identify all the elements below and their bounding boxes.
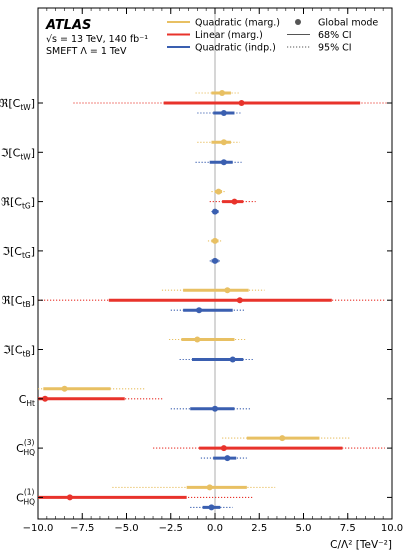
y-tick-label: CHt xyxy=(19,393,35,408)
mode-point xyxy=(212,208,218,215)
legend-label: 68% CI xyxy=(318,30,352,41)
y-tick-label: C(3) HQ xyxy=(16,438,35,457)
x-tick-label: −2.5 xyxy=(159,523,183,534)
y-tick-label: ℑ[CtB] xyxy=(3,344,35,359)
mode-point xyxy=(206,484,213,491)
mode-point xyxy=(229,356,236,363)
legend-label: 95% CI xyxy=(318,43,352,54)
legend-label: Global mode xyxy=(318,18,378,29)
x-tick-label: −7.5 xyxy=(70,523,94,534)
mode-point xyxy=(212,257,218,264)
y-tick-label: ℜ[CtW] xyxy=(0,97,35,112)
legend-swatch xyxy=(295,19,301,25)
legend-label: Quadratic (marg.) xyxy=(195,18,280,29)
mode-point xyxy=(224,287,231,294)
x-tick-label: 7.5 xyxy=(340,523,356,534)
mode-point xyxy=(220,139,227,146)
mode-point xyxy=(231,198,238,205)
x-tick-label: 2.5 xyxy=(251,523,267,534)
chart-marks xyxy=(38,90,387,511)
legend: Quadratic (marg.)Linear (marg.) Quadratic… xyxy=(167,18,378,54)
mode-point xyxy=(215,188,222,195)
y-tick-label: C(1) HQ xyxy=(16,487,35,506)
info-line-energy: √s = 13 TeV, 140 fb⁻¹ xyxy=(46,34,148,45)
y-tick-label: ℑ[CtW] xyxy=(1,146,35,161)
y-tick-label: ℑ[CtG] xyxy=(2,245,35,260)
mode-point xyxy=(219,90,226,96)
x-axis-label: C/Λ² [TeV⁻²] xyxy=(330,539,392,551)
mode-point xyxy=(196,307,203,314)
mode-point xyxy=(61,385,68,392)
mode-point xyxy=(212,405,218,412)
mode-point xyxy=(224,455,231,462)
mode-point xyxy=(238,100,245,106)
x-tick-label: 0.0 xyxy=(207,523,223,534)
mode-point xyxy=(66,494,73,501)
legend-label: Quadratic (indp.) xyxy=(195,43,276,54)
y-tick-label: ℜ[CtB] xyxy=(2,294,35,309)
mode-point xyxy=(279,435,286,442)
mode-point xyxy=(220,159,227,166)
experiment-label: ATLAS xyxy=(45,18,91,33)
mode-point xyxy=(42,395,49,402)
mode-point xyxy=(236,297,243,304)
x-tick-label: 5.0 xyxy=(296,523,312,534)
x-tick-label: −5.0 xyxy=(114,523,138,534)
y-axis: ℜ[CtW] ℑ[CtW] ℜ[CtG] ℑ[CtG] ℜ[CtB] ℑ[CtB] CHt C… xyxy=(0,97,392,506)
mode-point xyxy=(194,336,201,343)
y-tick-label: ℜ[CtG] xyxy=(1,196,35,211)
info-line-smeft: SMEFT Λ = 1 TeV xyxy=(46,46,127,57)
x-tick-label: −10.0 xyxy=(23,523,54,534)
legend-label: Linear (marg.) xyxy=(195,30,263,41)
mode-point xyxy=(220,445,227,452)
x-axis: −10.0 −7.5 −5.0 −2.5 0.0 2.5 5.0 7.5 10.0 xyxy=(23,8,403,534)
mode-point xyxy=(212,237,218,244)
mode-point xyxy=(220,110,227,116)
mode-point xyxy=(208,504,215,511)
x-tick-label: 10.0 xyxy=(381,523,403,534)
